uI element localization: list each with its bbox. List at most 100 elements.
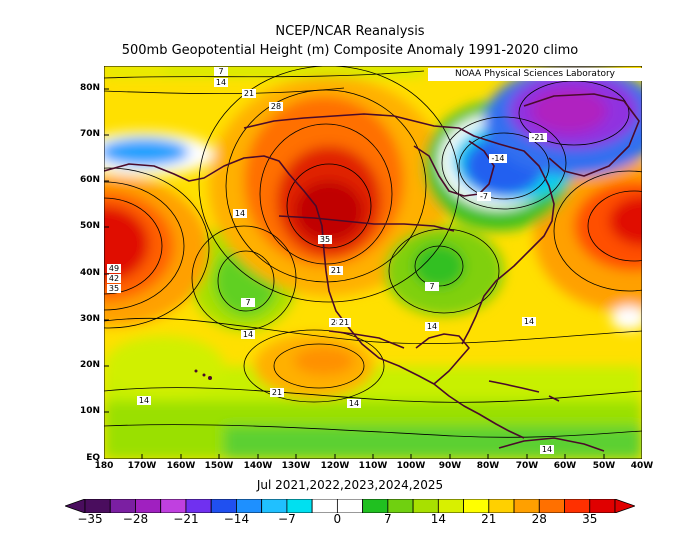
caribbean-islands (488, 380, 560, 402)
west-high-inner (295, 181, 363, 241)
colorbar-label: −21 (173, 512, 199, 526)
colorbar-label: 28 (531, 512, 547, 526)
contour-label: 14 (524, 317, 534, 326)
colorbar-swatch (185, 499, 212, 513)
lon-label: 140W (243, 461, 273, 471)
contour-14 (458, 132, 550, 200)
colorbar-label: 21 (481, 512, 497, 526)
contour-2 (104, 181, 185, 311)
contour-label: 28 (271, 102, 281, 111)
anomaly-fill (104, 66, 642, 459)
contour-4 (286, 163, 372, 249)
contour-3 (104, 167, 210, 329)
clab-box (329, 318, 343, 327)
colorbar-swatch (210, 499, 237, 513)
lat-label: EQ (86, 453, 100, 463)
mexico-high-core (294, 347, 354, 375)
lon-label: 170W (127, 461, 157, 471)
time-period: Jul 2021,2022,2023,2024,2025 (256, 478, 444, 492)
colorbar-swatch (336, 499, 364, 513)
colorbar-arrow-left (65, 499, 86, 513)
colorbar-swatch (564, 499, 591, 513)
contour-label: 49 (109, 264, 119, 273)
clab-box (269, 102, 283, 111)
lon-label: 130W (281, 461, 311, 471)
clab-box (241, 298, 255, 307)
contour-label: 21 (331, 266, 341, 275)
colorbar-swatch (261, 499, 288, 513)
nw-corner (104, 66, 164, 74)
contour-19 (104, 317, 642, 344)
contour-label: -7 (480, 192, 488, 201)
clab-box (337, 318, 351, 327)
contour-12 (587, 190, 642, 262)
contour-18 (243, 329, 385, 403)
contour-label: -14 (491, 154, 504, 163)
central-low-core (413, 244, 465, 288)
lat-label: 60N (79, 175, 100, 185)
contour-label: 21 (339, 318, 349, 327)
contour-22 (104, 70, 425, 79)
colorbar-swatch (362, 499, 389, 513)
south-america (498, 437, 605, 452)
colorbar-swatch (412, 499, 439, 513)
contour-label: 35 (320, 235, 330, 244)
alaska-coast (104, 155, 435, 385)
clab-box (425, 282, 439, 291)
lon-label: 120W (320, 461, 350, 471)
clab-box (107, 284, 121, 293)
clab-box (214, 78, 228, 87)
colorbar-swatch (437, 499, 464, 513)
lat-label: 40N (79, 268, 100, 278)
contour-23 (104, 87, 345, 95)
anomaly-map: 7 14 21 28 35 -7 -14 -21 49 42 35 14 21 … (104, 66, 642, 459)
lat-label: 50N (79, 221, 100, 231)
contour-8 (217, 250, 275, 312)
contour-label: 21 (272, 388, 282, 397)
atlantic-white (611, 306, 642, 330)
lon-label: 150W (204, 461, 234, 471)
contour-7 (198, 66, 460, 303)
colorbar-swatch (513, 499, 540, 513)
contour-label: 14 (349, 399, 359, 408)
colorbar-swatch (84, 499, 111, 513)
dateline-high-core (104, 206, 149, 282)
colorbar-label: −35 (77, 512, 103, 526)
colorbar-label: 35 (582, 512, 598, 526)
contour-13 (553, 170, 642, 292)
contour-20 (104, 387, 642, 403)
contour-lines (104, 66, 642, 438)
contour-17 (273, 343, 365, 389)
clab-box (522, 317, 536, 326)
colorbar-swatch (589, 499, 616, 513)
bering-low-blue (104, 138, 189, 166)
clab-box (137, 396, 151, 405)
contour-15 (441, 116, 567, 210)
lat-label: 80N (79, 83, 100, 93)
clab-box (318, 235, 332, 244)
colorbar-swatch (538, 499, 565, 513)
colorbar-swatch (160, 499, 187, 513)
clab-box (107, 274, 121, 283)
colorbar-label: −14 (223, 512, 250, 526)
contour-label: 21 (244, 89, 254, 98)
top-edge (104, 66, 424, 76)
central-america (433, 383, 525, 439)
lat-label: 70N (79, 129, 100, 139)
colorbar-label: −28 (122, 512, 149, 526)
lon-label: 70W (515, 461, 539, 471)
lat-label: 20N (79, 360, 100, 370)
contour-label: 7 (218, 67, 223, 76)
lat-label: 30N (79, 314, 100, 324)
lon-label: 180 (94, 461, 114, 471)
clab-box (241, 330, 255, 339)
axis-ticks (104, 88, 605, 459)
contour-label: 14 (235, 209, 245, 218)
clab-box (529, 133, 547, 142)
colorbar-swatch (109, 499, 136, 513)
clab-box (489, 154, 507, 163)
colorbar-swatch (488, 499, 515, 513)
colorbar-swatch (135, 499, 162, 513)
contour-label: -21 (531, 133, 544, 142)
arctic-core (531, 89, 607, 133)
